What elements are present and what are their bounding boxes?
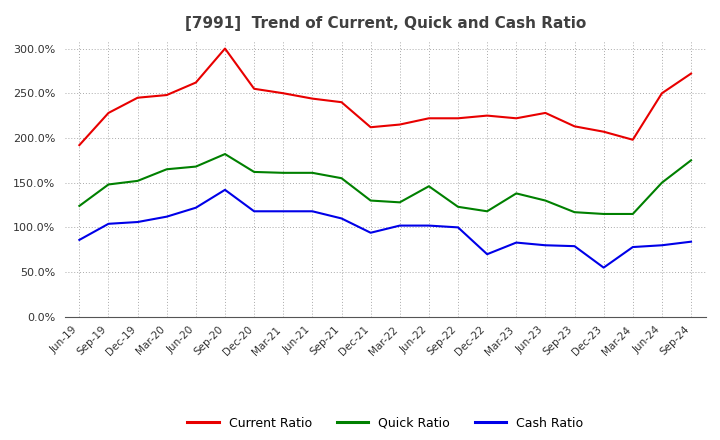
Current Ratio (483, 113, 492, 118)
Current Ratio (220, 46, 229, 51)
Quick Ratio (220, 151, 229, 157)
Quick Ratio (425, 183, 433, 189)
Cash Ratio (541, 242, 550, 248)
Quick Ratio (133, 178, 142, 183)
Cash Ratio (483, 252, 492, 257)
Quick Ratio (75, 203, 84, 209)
Cash Ratio (570, 243, 579, 249)
Current Ratio (657, 91, 666, 96)
Current Ratio (629, 137, 637, 143)
Cash Ratio (250, 209, 258, 214)
Quick Ratio (192, 164, 200, 169)
Cash Ratio (395, 223, 404, 228)
Current Ratio (104, 110, 113, 116)
Quick Ratio (337, 176, 346, 181)
Line: Cash Ratio: Cash Ratio (79, 190, 691, 268)
Quick Ratio (308, 170, 317, 176)
Quick Ratio (570, 209, 579, 215)
Quick Ratio (657, 180, 666, 185)
Current Ratio (163, 92, 171, 98)
Current Ratio (133, 95, 142, 100)
Current Ratio (599, 129, 608, 134)
Cash Ratio (599, 265, 608, 270)
Current Ratio (279, 91, 287, 96)
Cash Ratio (629, 244, 637, 249)
Cash Ratio (425, 223, 433, 228)
Legend: Current Ratio, Quick Ratio, Cash Ratio: Current Ratio, Quick Ratio, Cash Ratio (182, 412, 588, 435)
Quick Ratio (163, 167, 171, 172)
Quick Ratio (250, 169, 258, 175)
Cash Ratio (657, 242, 666, 248)
Quick Ratio (512, 191, 521, 196)
Cash Ratio (687, 239, 696, 244)
Quick Ratio (541, 198, 550, 203)
Current Ratio (395, 122, 404, 127)
Quick Ratio (395, 200, 404, 205)
Quick Ratio (454, 204, 462, 209)
Current Ratio (454, 116, 462, 121)
Current Ratio (366, 125, 375, 130)
Cash Ratio (308, 209, 317, 214)
Current Ratio (75, 143, 84, 148)
Cash Ratio (337, 216, 346, 221)
Quick Ratio (279, 170, 287, 176)
Line: Quick Ratio: Quick Ratio (79, 154, 691, 214)
Current Ratio (192, 80, 200, 85)
Quick Ratio (104, 182, 113, 187)
Cash Ratio (279, 209, 287, 214)
Current Ratio (425, 116, 433, 121)
Quick Ratio (599, 211, 608, 216)
Quick Ratio (629, 211, 637, 216)
Current Ratio (570, 124, 579, 129)
Cash Ratio (163, 214, 171, 219)
Cash Ratio (366, 230, 375, 235)
Current Ratio (337, 99, 346, 105)
Cash Ratio (512, 240, 521, 245)
Cash Ratio (75, 237, 84, 242)
Current Ratio (512, 116, 521, 121)
Cash Ratio (104, 221, 113, 227)
Quick Ratio (687, 158, 696, 163)
Quick Ratio (483, 209, 492, 214)
Title: [7991]  Trend of Current, Quick and Cash Ratio: [7991] Trend of Current, Quick and Cash … (184, 16, 586, 32)
Current Ratio (308, 96, 317, 101)
Quick Ratio (366, 198, 375, 203)
Cash Ratio (454, 225, 462, 230)
Current Ratio (541, 110, 550, 116)
Cash Ratio (220, 187, 229, 192)
Cash Ratio (192, 205, 200, 210)
Cash Ratio (133, 220, 142, 225)
Current Ratio (687, 71, 696, 76)
Current Ratio (250, 86, 258, 92)
Line: Current Ratio: Current Ratio (79, 48, 691, 145)
